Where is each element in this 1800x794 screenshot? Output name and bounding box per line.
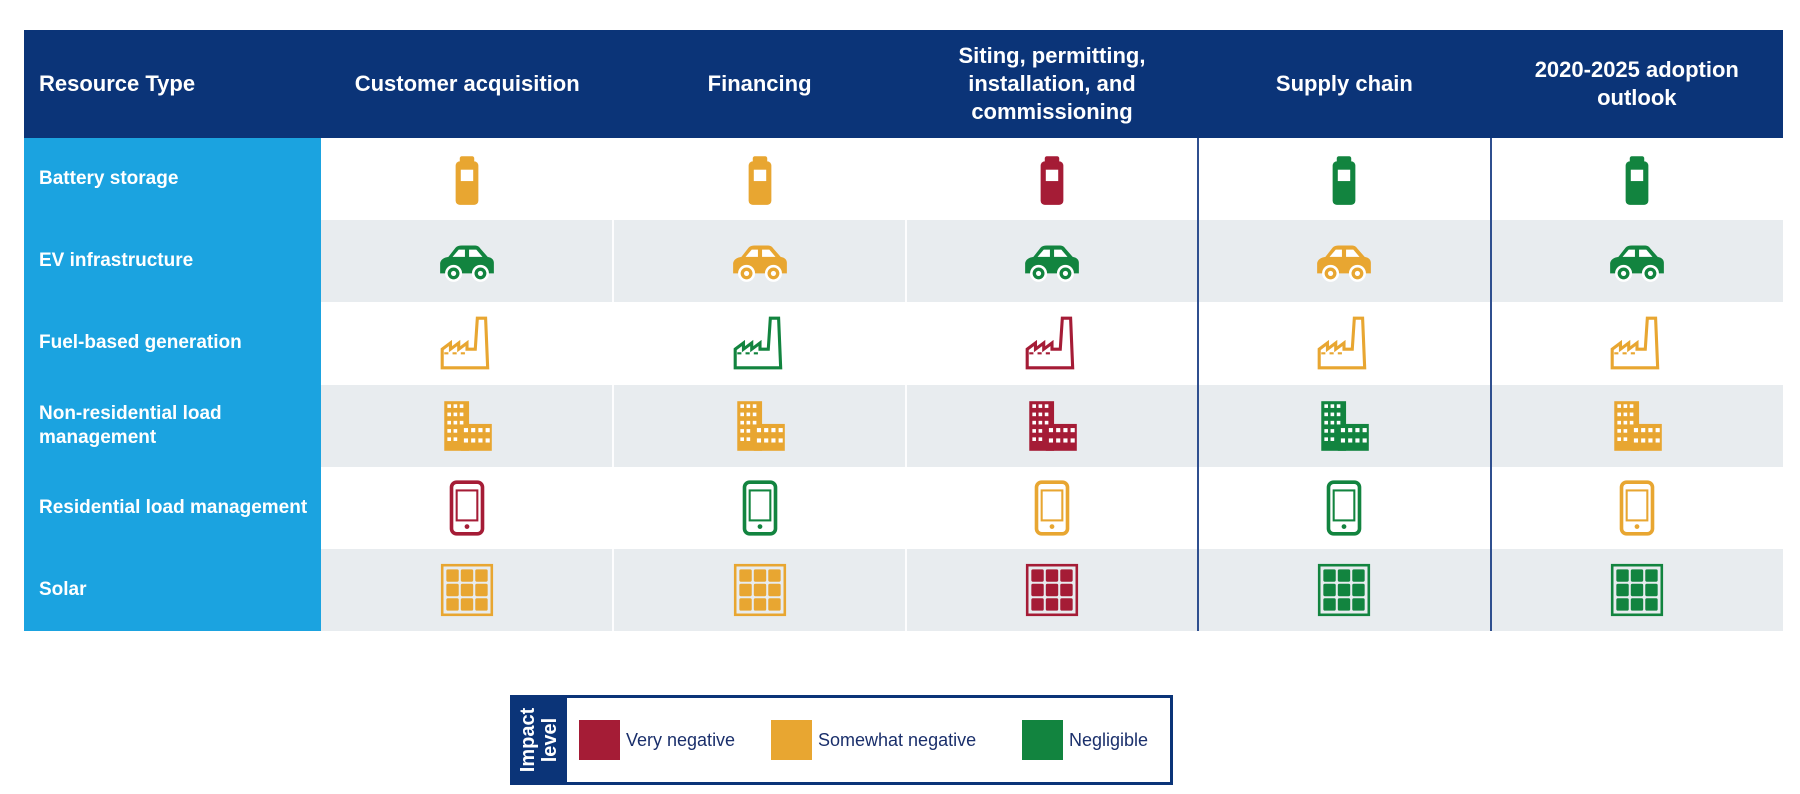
icon-cell	[1198, 549, 1490, 631]
icon-cell	[613, 549, 905, 631]
legend-swatch	[1022, 720, 1063, 760]
impact-icon	[449, 480, 485, 536]
impact-icon	[1327, 480, 1362, 536]
row-label: Fuel-based generation	[24, 302, 321, 385]
icon-cell	[613, 220, 905, 302]
icon-cell	[321, 138, 613, 220]
icon-cell	[1491, 549, 1783, 631]
impact-icon	[1610, 564, 1663, 617]
impact-icon	[1610, 317, 1660, 370]
impact-icon	[440, 245, 495, 283]
icon-cell	[906, 549, 1198, 631]
impact-icon	[1034, 480, 1070, 536]
column-header: Supply chain	[1275, 71, 1413, 96]
impact-icon	[732, 245, 787, 283]
impact-icon	[1317, 245, 1372, 283]
icon-cell	[1198, 302, 1490, 384]
icon-cell	[321, 549, 613, 631]
impact-icon	[1333, 156, 1356, 205]
impact-icon	[1614, 400, 1662, 451]
legend-label: Somewhat negative	[818, 729, 977, 750]
impact-icon	[742, 480, 777, 536]
column-header: Financing	[707, 71, 812, 96]
row-label: Residential load management	[24, 466, 321, 549]
column-header: 2020-2025 adoption outlook	[1534, 57, 1739, 110]
legend-swatch	[579, 720, 620, 760]
column-divider	[904, 138, 907, 632]
impact-icon	[1025, 564, 1079, 617]
icon-cell	[321, 302, 613, 384]
icon-cell	[613, 467, 905, 549]
impact-icon	[1318, 317, 1367, 370]
impact-icon	[455, 156, 479, 205]
icon-cell	[1198, 467, 1490, 549]
legend-title-line: level	[538, 717, 561, 763]
icon-cell	[321, 385, 613, 467]
impact-icon	[1025, 245, 1079, 283]
impact-icon	[1040, 156, 1064, 205]
icon-cell	[906, 302, 1198, 384]
legend-label: Very negative	[626, 729, 736, 750]
row-label: EV infrastructure	[24, 220, 321, 303]
impact-icon	[1029, 400, 1077, 451]
row-label: Battery storage	[24, 138, 321, 221]
icon-cell	[906, 220, 1198, 302]
icon-cell	[1491, 385, 1783, 467]
column-header: Customer acquisition	[354, 71, 580, 96]
impact-icon	[748, 156, 771, 205]
impact-icon	[1321, 400, 1370, 451]
impact-icon	[1619, 480, 1655, 536]
legend-title-line: Impact	[516, 707, 539, 773]
impact-icon	[736, 400, 785, 451]
icon-cell	[1491, 220, 1783, 302]
column-divider	[1489, 138, 1492, 632]
column-divider	[1197, 138, 1200, 632]
icon-cell	[613, 385, 905, 467]
icon-cell	[1198, 220, 1490, 302]
icon-cell	[1491, 138, 1783, 220]
impact-icon	[1025, 317, 1075, 370]
icon-cell	[1491, 302, 1783, 384]
icon-cell	[1198, 385, 1490, 467]
icon-cell	[613, 138, 905, 220]
legend-title-text: Impact level	[517, 708, 561, 772]
impact-icon	[1318, 564, 1371, 617]
column-header: Siting, permitting, installation, and co…	[958, 43, 1146, 124]
header-band	[24, 30, 1783, 138]
icon-cell	[1198, 138, 1490, 220]
row-label: Solar	[24, 549, 321, 632]
icon-cell	[906, 467, 1198, 549]
icon-cell	[1491, 467, 1783, 549]
icon-cell	[906, 138, 1198, 220]
impact-icon	[1625, 156, 1649, 205]
impact-icon	[733, 564, 786, 617]
row-label: Non-residential load management	[24, 384, 321, 467]
icon-cell	[613, 302, 905, 384]
icon-cell	[906, 385, 1198, 467]
impact-icon	[440, 317, 490, 370]
impact-icon	[444, 400, 492, 451]
icon-cell	[321, 467, 613, 549]
legend-title: Impact level	[510, 695, 567, 785]
legend-label: Negligible	[1069, 729, 1149, 750]
legend-swatch	[771, 720, 812, 760]
impact-icon	[733, 317, 782, 370]
column-header: Resource Type	[39, 71, 196, 96]
impact-icon	[1609, 245, 1664, 283]
impact-icon	[441, 564, 494, 617]
icon-cell	[321, 220, 613, 302]
column-divider	[612, 138, 615, 632]
